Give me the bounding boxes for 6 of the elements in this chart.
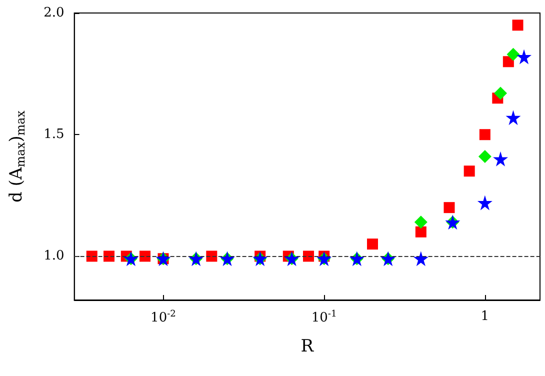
x-tick-label: 1 (480, 309, 490, 324)
x-axis-title: R (300, 336, 315, 356)
y-tick-label: 1.5 (44, 127, 64, 142)
y-tick-label: 1.0 (44, 248, 64, 264)
y-axis-title: d (Amax)max (6, 110, 28, 202)
y-tick-label: 2.0 (44, 6, 64, 20)
